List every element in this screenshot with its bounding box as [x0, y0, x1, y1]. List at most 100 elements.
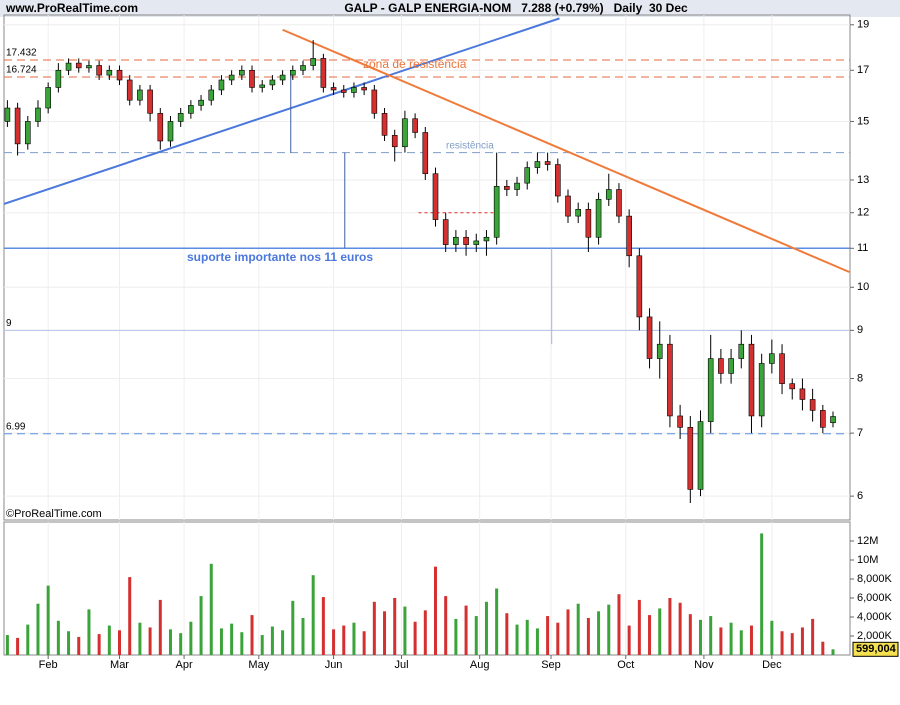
last-volume-label: 599,004 — [856, 643, 897, 655]
volume-bar — [800, 627, 804, 655]
y-tick-label: 10 — [857, 281, 869, 293]
volume-bar — [332, 629, 336, 655]
candle-body — [707, 358, 714, 422]
candle-body — [626, 215, 632, 257]
volume-bar — [230, 623, 234, 655]
candle-body — [381, 113, 388, 136]
level-label: 17.432 — [6, 48, 37, 59]
volume-bar — [413, 621, 417, 655]
volume-bar — [525, 619, 529, 655]
y-tick-label: 11 — [857, 242, 868, 254]
candle-body — [646, 316, 653, 359]
volume-tick-label: 2,000K — [857, 630, 893, 642]
volume-bar — [403, 606, 407, 655]
candle-body — [412, 118, 418, 133]
candle-body — [300, 65, 306, 71]
annotation: resistência — [446, 141, 494, 152]
volume-bar — [760, 533, 764, 655]
candle-body — [656, 343, 663, 359]
volume-bar — [138, 622, 142, 655]
volume-bar — [566, 609, 570, 655]
price-frame — [3, 14, 851, 521]
candle-body — [789, 383, 796, 390]
candle-body — [493, 186, 500, 238]
x-tick-label: Apr — [176, 659, 193, 671]
site[interactable]: www.ProRealTime.com — [5, 1, 138, 15]
candle-body — [208, 89, 215, 101]
y-tick-label: 19 — [857, 19, 869, 31]
candle-body — [442, 219, 449, 245]
volume-bar — [240, 632, 244, 655]
candle-body — [157, 113, 164, 142]
volume-bar — [648, 615, 652, 655]
volume-bar — [250, 615, 254, 655]
volume-bar — [780, 631, 784, 655]
candle-body — [514, 182, 520, 190]
volume-bar — [433, 566, 437, 655]
candle-body — [177, 113, 184, 122]
candle-body — [198, 99, 204, 106]
candle-body — [769, 353, 775, 364]
y-tick-label: 15 — [857, 115, 869, 127]
candle-body — [249, 69, 255, 88]
candle-body — [167, 121, 174, 142]
candle-body — [544, 161, 551, 165]
volume-bar — [5, 635, 9, 655]
volume-bar — [770, 620, 774, 655]
volume-bar — [597, 611, 601, 655]
volume-bar — [179, 633, 183, 655]
volume-bar — [637, 599, 641, 655]
volume-bar — [77, 636, 81, 655]
volume-bar — [118, 630, 122, 655]
candle-body — [86, 65, 92, 69]
volume-bar — [668, 598, 672, 655]
volume-bar — [464, 605, 468, 655]
candle-body — [14, 107, 21, 145]
candle-body — [320, 58, 327, 88]
candle-body — [116, 69, 123, 81]
last-volume-box — [852, 641, 899, 657]
candle-body — [565, 195, 571, 217]
drawn-line — [282, 28, 850, 273]
candle-body — [96, 65, 102, 76]
volume-bar — [729, 622, 733, 655]
candle-body — [595, 198, 602, 238]
candle-body — [75, 62, 82, 69]
candle-body — [391, 135, 398, 148]
chart-title: GALP - GALP ENERGIA-NOM 7.288 (+0.79%) D… — [344, 1, 688, 15]
volume-bar — [617, 594, 621, 655]
candle-body — [239, 69, 245, 76]
candle-body — [279, 74, 286, 81]
y-tick-label: 9 — [857, 324, 863, 336]
x-tick-label: Jul — [394, 659, 408, 671]
volume-tick-label: 4,000K — [857, 611, 893, 623]
candle-body — [575, 209, 581, 217]
volume-tick-label: 10M — [857, 554, 878, 566]
x-tick-label: Feb — [39, 659, 58, 671]
x-tick-label: Aug — [470, 659, 490, 671]
volume-bar — [688, 614, 692, 655]
volume-bar — [56, 620, 60, 655]
candle-body — [24, 121, 31, 145]
candle-body — [473, 240, 480, 245]
candle-body — [218, 79, 225, 91]
candle-body — [738, 343, 745, 359]
volume-bar — [709, 616, 713, 655]
volume-bar — [739, 630, 743, 655]
x-tick-label: May — [248, 659, 269, 671]
candle-body — [432, 173, 439, 220]
x-tick-label: Oct — [617, 659, 634, 671]
candle-body — [616, 189, 622, 217]
volume-bar — [26, 624, 30, 655]
candle-body — [45, 87, 51, 109]
candle-body — [361, 87, 367, 91]
volume-bar — [423, 610, 427, 655]
annotation: zona de resistência — [363, 57, 467, 71]
annotation: suporte importante nos 11 euros — [187, 250, 373, 264]
volume-bar — [607, 604, 611, 655]
volume-bar — [107, 625, 111, 655]
y-tick-label: 6 — [857, 490, 863, 502]
candle-body — [677, 415, 683, 428]
volume-bar — [749, 625, 753, 655]
